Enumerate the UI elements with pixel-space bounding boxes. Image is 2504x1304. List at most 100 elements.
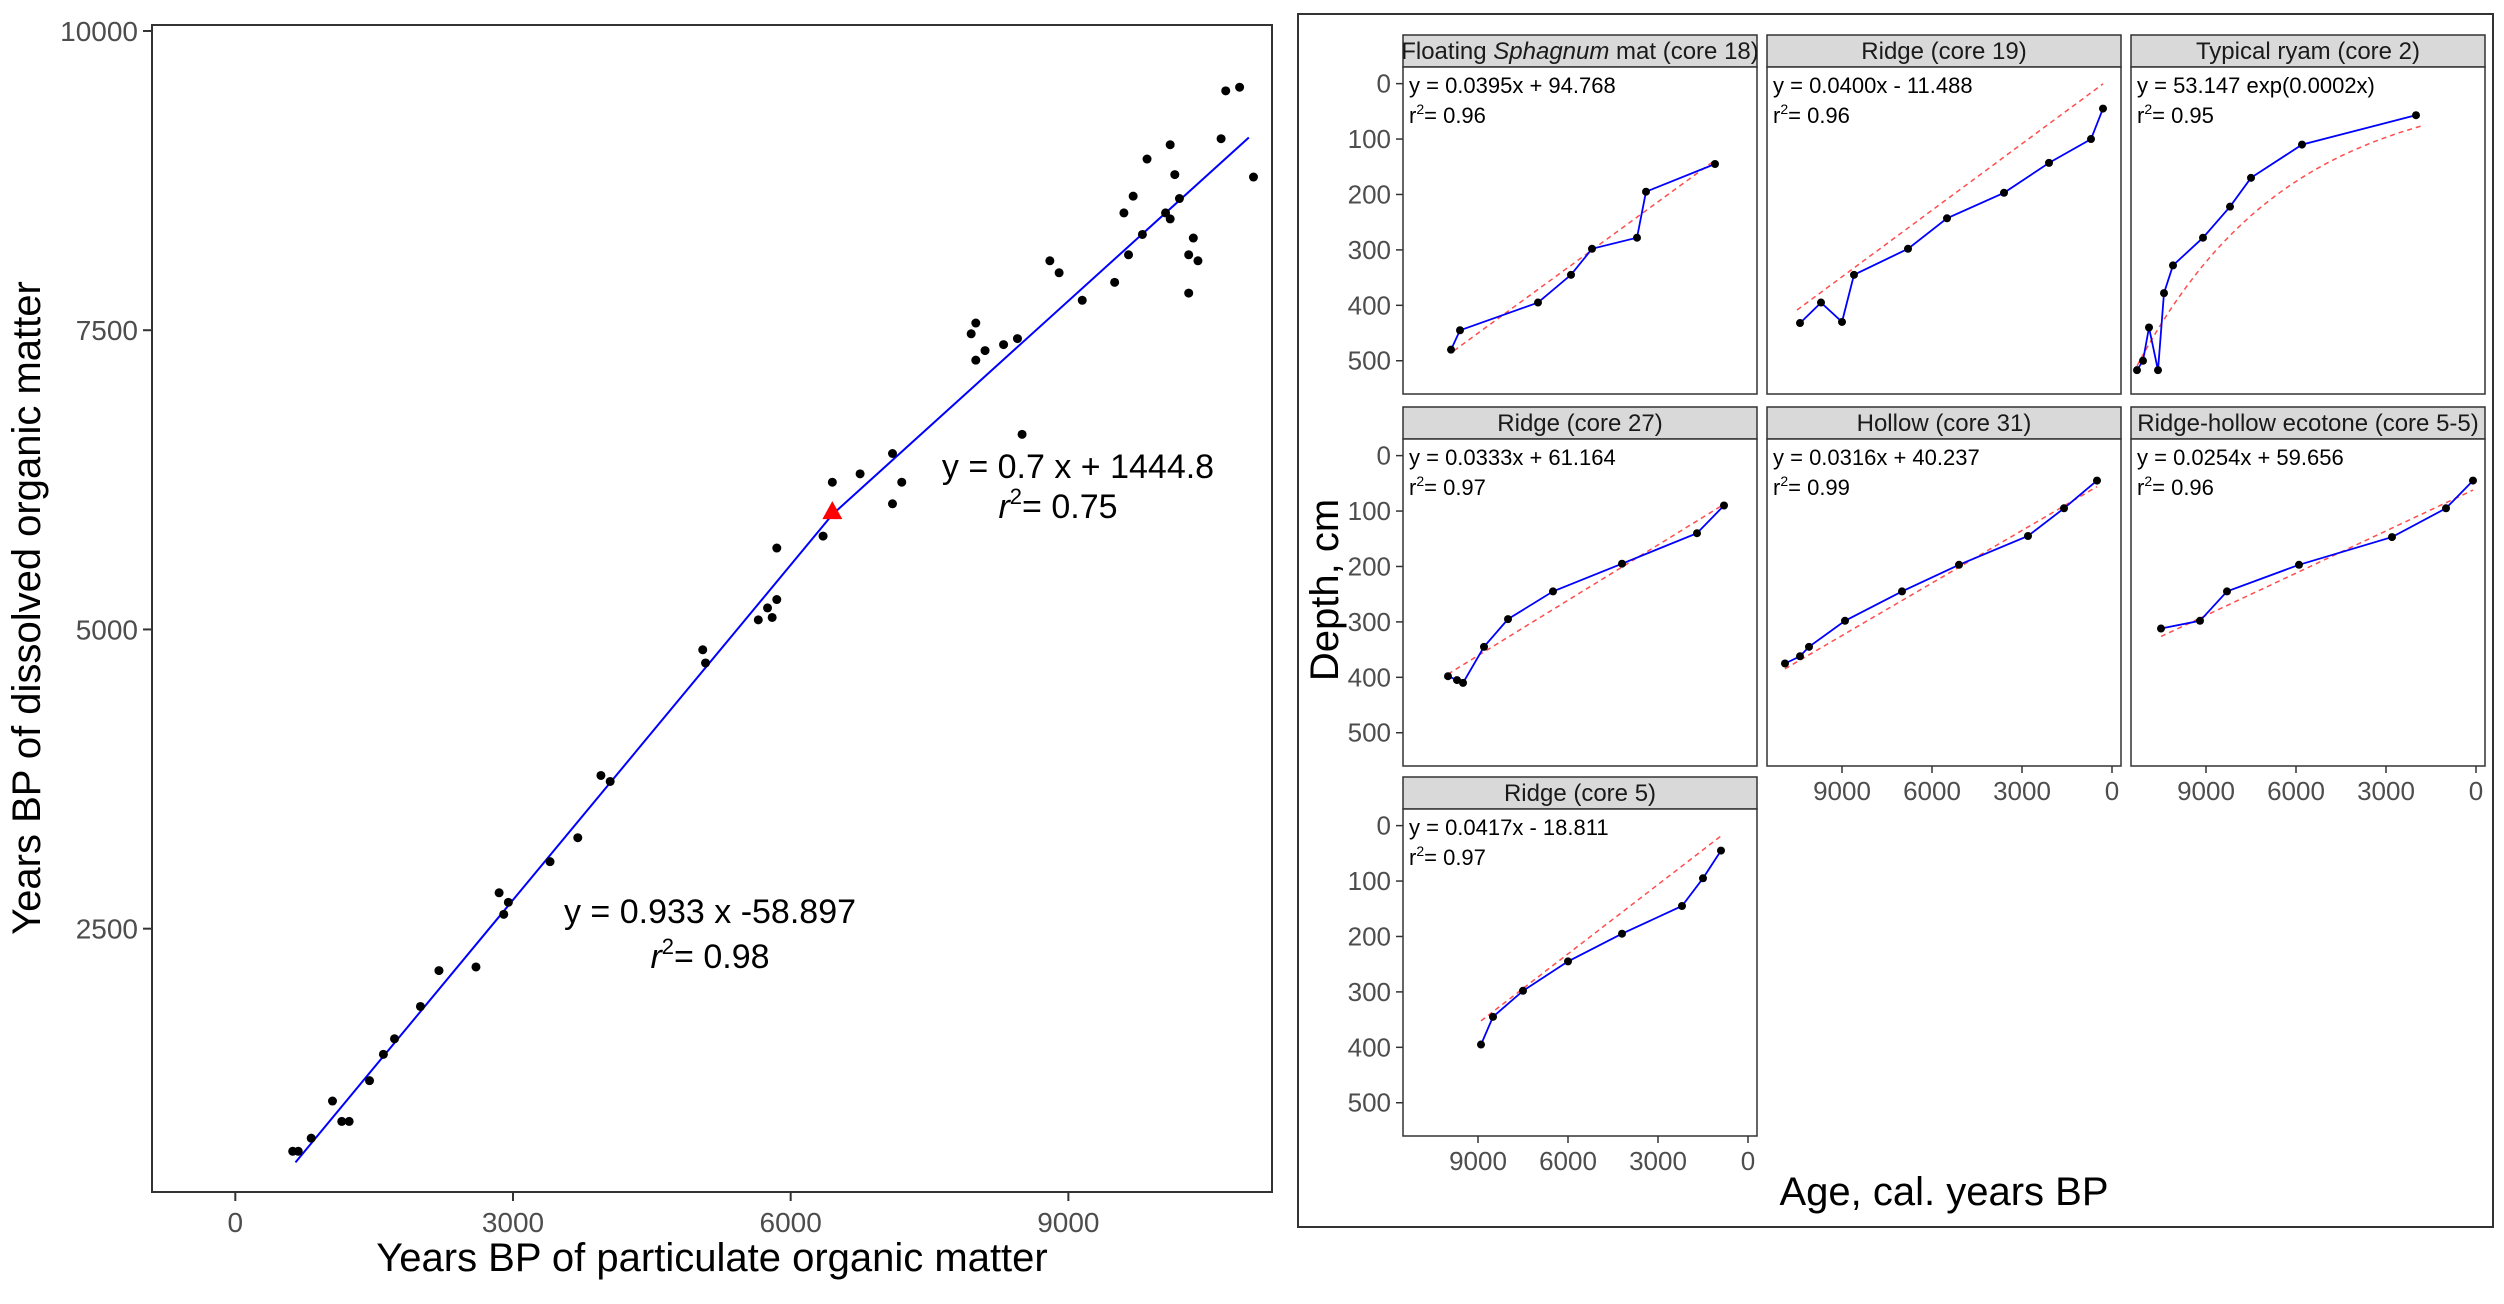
data-point (1447, 345, 1455, 354)
data-point (1221, 86, 1231, 96)
data-point (1110, 277, 1120, 287)
facet-r2-value: = 0.97 (1424, 845, 1486, 870)
data-point (887, 448, 897, 458)
facet-strip (1402, 776, 1758, 810)
y-tick-label: 100 (1348, 124, 1391, 154)
facet-r-exponent: 2 (2144, 473, 2152, 489)
data-point (1642, 187, 1650, 196)
facet-title-text: Ridge (core 19) (1861, 38, 2026, 65)
data-point (2087, 135, 2095, 144)
facet-r2: r2= 0.96 (1409, 101, 1486, 128)
data-point (2154, 366, 2162, 375)
x-tick-label: 3000 (2357, 776, 2415, 806)
facet-title: Hollow (core 31) (1857, 410, 2032, 437)
facet-r-exponent: 2 (1416, 843, 1424, 859)
data-point (2298, 140, 2306, 149)
left-scatter-chart: 0 3000 6000 9000 2500 5000 7500 10000 y = 0.933… (5, 16, 1273, 1280)
data-point (753, 615, 763, 625)
facet-plot-area (1766, 66, 2122, 395)
facet-strip (2130, 34, 2486, 68)
data-point (1165, 214, 1175, 224)
x-tick-label: 9000 (2177, 776, 2235, 806)
facet-panel: Ridge-hollow ecotone (core 5-5) 9000 6000 3… (2130, 406, 2486, 806)
data-point (1235, 82, 1245, 92)
data-point (2412, 111, 2420, 120)
facet-r-exponent: 2 (1416, 101, 1424, 117)
fit1-r2: r2= 0.98 (650, 934, 769, 976)
data-point (494, 888, 504, 898)
data-point (2145, 323, 2153, 332)
facet-r-exponent: 2 (2144, 101, 2152, 117)
data-point (763, 603, 773, 613)
data-point (365, 1076, 375, 1086)
facet-r2-value: = 0.95 (2152, 103, 2214, 128)
data-point (1477, 1040, 1485, 1049)
data-point (1955, 560, 1963, 569)
facet-r2-value: = 0.96 (1424, 103, 1486, 128)
fit-curve (1796, 83, 2104, 311)
fit1-r-exponent: 2 (662, 934, 674, 959)
data-point (415, 1001, 425, 1011)
data-point (1564, 957, 1572, 966)
data-point (1188, 233, 1198, 243)
data-point (471, 962, 481, 972)
data-point (2226, 202, 2234, 211)
data-point (2199, 233, 2207, 242)
facet-panel: Hollow (core 31) 9000 6000 3000 0 y = 0.0316x… (1766, 406, 2122, 806)
data-point (1838, 317, 1846, 326)
facet-title: Ridge (core 19) (1861, 38, 2026, 65)
data-series-line (1450, 163, 1716, 351)
data-point (2093, 476, 2101, 485)
facet-strip (1402, 406, 1758, 440)
y-tick-label: 300 (1348, 977, 1391, 1007)
y-tick-label: 300 (1348, 607, 1391, 637)
data-point (605, 776, 615, 786)
facet-equation: y = 0.0316x + 40.237 (1773, 445, 1980, 470)
data-point (1174, 194, 1184, 204)
y-tick-label: 0 (1377, 69, 1391, 99)
data-point (2139, 356, 2147, 365)
right-faceted-chart: Floating Sphagnum mat (core 18)010020030… (1297, 13, 2494, 1228)
data-series-line (1799, 108, 2104, 324)
y-tick-label: 500 (1348, 346, 1391, 376)
data-point (1216, 134, 1226, 144)
x-tick-label: 0 (1741, 1146, 1755, 1176)
data-point (1184, 250, 1194, 260)
data-series-line (1480, 850, 1722, 1045)
y-tick-label: 0 (1377, 811, 1391, 841)
facet-r-symbol: r (1409, 103, 1416, 128)
data-point (2099, 104, 2107, 113)
data-point (1796, 319, 1804, 328)
data-point (1717, 846, 1725, 855)
facet-title-text: Ridge (core 5) (1504, 780, 1656, 807)
y-tick-label: 10000 (60, 16, 138, 47)
data-point (1567, 270, 1575, 279)
facet-panel: Ridge (core 27) 0 100 200 300 400 500 y = 0.033… (1348, 406, 1758, 767)
facet-title: Ridge (core 5) (1504, 780, 1656, 807)
left-marks: 0 3000 6000 9000 2500 5000 7500 10000 (60, 16, 1258, 1238)
facet-r2: r2= 0.95 (2137, 101, 2214, 128)
facet-equation: y = 0.0417x - 18.811 (1409, 815, 1609, 840)
facet-r2: r2= 0.97 (1409, 473, 1486, 500)
facet-r2-value: = 0.96 (2152, 475, 2214, 500)
data-point (1193, 256, 1203, 266)
data-point (1453, 676, 1461, 685)
facet-panel: Ridge (core 5) 0 100 200 300 400 500 9000 6000 30… (1348, 776, 1758, 1176)
data-point (1699, 874, 1707, 883)
data-point (293, 1146, 303, 1156)
facet-equation: y = 0.0400x - 11.488 (1773, 73, 1973, 98)
y-tick-label: 300 (1348, 235, 1391, 265)
data-point (1142, 154, 1152, 164)
facet-title: Ridge (core 27) (1497, 410, 1662, 437)
data-point (1618, 929, 1626, 938)
data-point (1489, 1012, 1497, 1021)
facet-title-text: Floating (1401, 38, 1493, 65)
data-point (897, 477, 907, 487)
data-point (1184, 288, 1194, 298)
right-y-axis-title: Depth, cm (1303, 499, 1347, 681)
facet-r2: r2= 0.96 (1773, 101, 1850, 128)
y-tick-label: 400 (1348, 662, 1391, 692)
y-tick-label: 200 (1348, 921, 1391, 951)
facet-equation: y = 0.0254x + 59.656 (2137, 445, 2344, 470)
data-point (1588, 244, 1596, 253)
